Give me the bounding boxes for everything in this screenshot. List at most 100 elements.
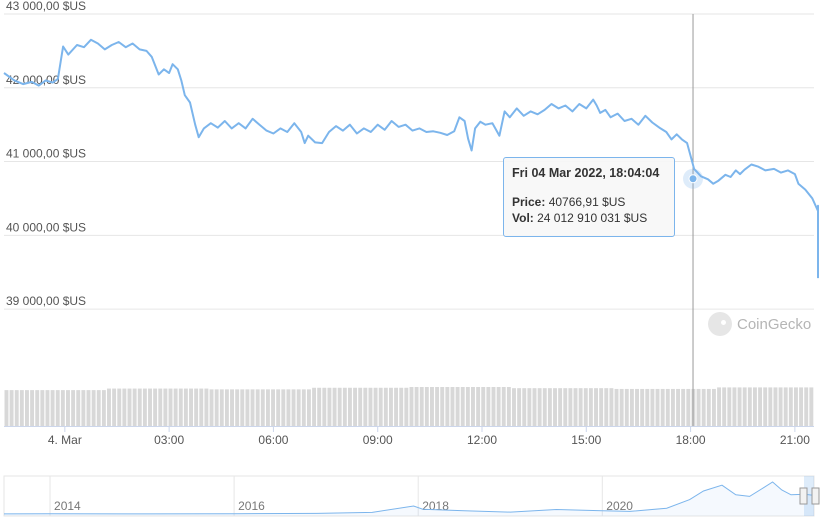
volume-bar [137,388,142,426]
volume-bar [178,388,183,426]
x-tick-label: 15:00 [571,433,601,447]
tooltip-vol-row: Vol: 24 012 910 031 $US [512,210,666,226]
volume-bar [537,388,542,426]
navigator-handle-left[interactable] [799,487,808,505]
x-tick-label: 18:00 [676,433,706,447]
volume-bar [737,387,742,426]
tooltip-price-label: Price: [512,195,546,209]
navigator-selection[interactable] [804,476,814,516]
volume-bar [271,389,276,426]
volume-bar [706,388,711,426]
volume-bar [604,388,609,426]
volume-bar [66,390,70,426]
volume-bar [281,389,286,426]
price-series[interactable] [3,38,819,279]
navigator-area [4,482,814,516]
volume-bar [368,387,373,426]
volume-bar [399,387,404,426]
price-tooltip: Fri 04 Mar 2022, 18:04:04 Price: 40766,9… [503,157,675,237]
volume-bar [158,388,163,426]
volume-bar [414,387,419,426]
watermark-text: CoinGecko [737,315,812,333]
volume-bar [727,387,732,426]
volume-bar [568,388,573,426]
volume-bar [563,388,568,426]
y-tick-label: 40 000,00 $US [6,220,86,234]
volume-bar [55,390,60,426]
volume-bar [127,388,132,426]
volume-bar [322,387,327,426]
volume-bar [209,389,214,426]
volume-bar [286,389,291,426]
volume-bar [742,387,747,426]
price-line[interactable] [3,38,819,279]
volume-bar [230,389,234,426]
x-tick-label: 4. Mar [48,433,82,447]
coingecko-watermark: CoinGecko [708,311,811,337]
volume-bar [665,388,670,426]
volume-bar [752,387,757,426]
x-tick-label: 06:00 [258,433,288,447]
tooltip-price-value: 40766,91 $US [548,195,626,209]
y-tick-label: 43 000,00 $US [6,0,86,13]
volume-bar [424,387,429,426]
volume-bar [388,387,393,426]
volume-bar [440,387,445,426]
volume-bar [204,388,209,426]
volume-bar [609,388,614,426]
volume-bar [276,389,281,426]
volume-bar [445,387,450,426]
volume-bar [640,388,645,426]
volume-bar [153,388,158,426]
volume-bar [711,388,716,426]
volume-bar [599,388,604,426]
volume-bar [35,390,40,426]
volume-bar [347,387,352,426]
volume-bar [722,387,727,426]
tooltip-vol-value: 24 012 910 031 $US [537,211,648,225]
volume-bar [255,389,260,426]
volume-bar [655,388,660,426]
volume-bar [629,388,634,426]
volume-bar [50,390,55,426]
volume-bar [107,388,111,426]
hover-point [688,174,698,184]
navigator[interactable]: 2014 2016 2018 2020 [3,475,820,517]
volume-bar [594,388,598,426]
volume-bar [373,387,378,426]
volume-bar [9,390,14,426]
volume-bar [686,388,691,426]
volume-bar [804,387,809,426]
volume-bar [476,387,481,426]
coingecko-logo-icon [708,312,732,336]
volume-bar [768,387,773,426]
volume-bar [747,387,752,426]
navigator-handle-right[interactable] [811,487,820,505]
volume-bar [645,388,650,426]
volume-bar [635,388,639,426]
volume-bar [353,387,358,426]
volume-bar [455,387,460,426]
volume-bar [117,388,122,426]
volume-bar [547,388,552,426]
volume-bar [553,388,557,426]
hover-marker [683,168,704,189]
volume-bar [506,387,511,426]
volume-bar [327,387,332,426]
volume-bar [337,387,342,426]
volume-bar [558,388,563,426]
volume-bar [435,387,440,426]
volume-bar [783,387,788,426]
volume-bar [717,387,722,426]
x-tick-label: 21:00 [780,433,810,447]
volume-bar [148,388,152,426]
volume-bar [394,387,399,426]
volume-bar [14,390,19,426]
volume-bar [250,389,255,426]
volume-bar [342,387,347,426]
volume-bar [214,389,219,426]
volume-bar [588,388,593,426]
volume-bar [486,387,491,426]
volume-bar [235,389,240,426]
